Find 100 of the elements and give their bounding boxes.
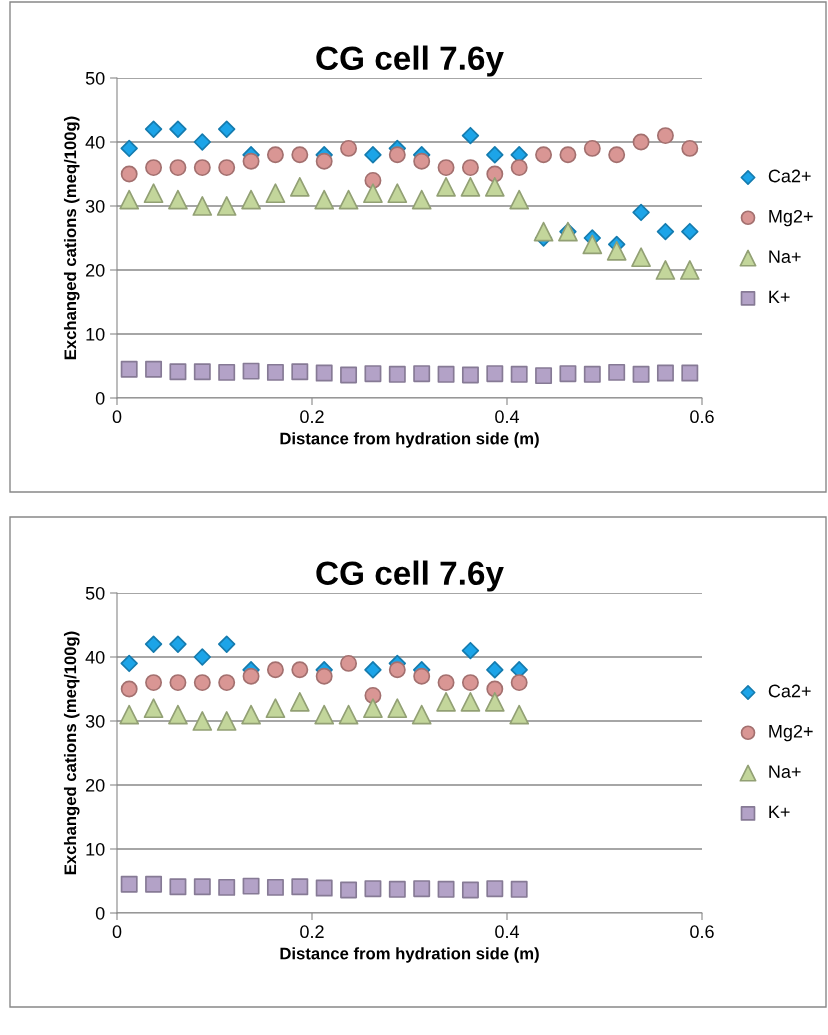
point [144,635,163,653]
point [169,363,187,381]
point [242,667,260,685]
point [681,222,699,241]
point [411,704,432,725]
point [484,691,505,712]
point [436,691,456,712]
y-axis-title: Exchanged cations (meq/100g) [63,631,80,875]
point [583,139,601,157]
point [436,176,456,197]
point [218,878,236,896]
point [145,674,163,692]
x-tick-label: 0 [112,925,122,939]
legend-label: Na+ [769,250,801,263]
point [289,176,310,197]
point [143,698,164,719]
point [632,203,650,222]
point [315,152,333,170]
legend-label: Mg2+ [769,209,813,227]
point [363,698,383,719]
point [437,365,455,383]
point [655,260,676,280]
point [120,165,138,183]
point [193,363,211,381]
point [486,365,504,383]
point [656,222,675,241]
point [608,363,626,381]
point [533,221,554,242]
point [193,159,211,177]
y-tick-label: 0 [95,391,105,405]
point [461,674,479,692]
legend-label: K+ [769,290,790,304]
point [388,880,406,898]
point [120,875,138,893]
point [535,146,553,164]
point [364,171,382,189]
point [510,674,528,692]
point [216,711,237,731]
point [218,674,236,692]
point [486,680,504,698]
point [486,880,504,898]
point [364,686,382,704]
point [241,189,261,210]
point [169,878,187,896]
y-tick-label: 10 [86,842,105,856]
point [216,196,237,216]
x-tick-label: 0.6 [690,925,714,939]
point [583,365,601,383]
point [266,661,284,679]
point [411,189,432,210]
point [289,691,310,712]
point [340,654,358,672]
point [559,146,577,164]
point [364,146,382,164]
point [656,127,674,145]
point [510,365,528,383]
point [338,189,359,210]
point [437,880,455,898]
point [291,146,309,164]
point [218,159,236,177]
point [340,139,358,157]
y-tick-label: 50 [85,586,105,600]
y-tick-label: 20 [86,778,105,792]
point [387,698,408,719]
point [606,240,627,261]
point [679,260,700,280]
point [388,146,406,164]
point [363,183,383,204]
point [413,365,431,383]
point [144,120,163,138]
point [265,698,286,719]
point [582,234,603,255]
point [169,635,187,653]
point [364,365,382,383]
y-tick-label: 30 [85,714,105,728]
point [461,881,479,899]
point [484,176,505,197]
point [193,133,212,151]
point [461,366,479,384]
point [461,159,479,177]
y-tick-label: 40 [85,135,105,149]
y-tick-label: 10 [86,327,105,341]
point [193,648,212,666]
x-tick-label: 0.4 [495,410,520,424]
point [437,159,455,177]
point [559,365,577,383]
y-tick-label: 30 [85,199,105,213]
point [486,146,504,164]
point [266,363,284,381]
point [119,704,140,725]
point [169,120,187,138]
point [168,704,188,725]
x-tick-label: 0.4 [495,925,520,939]
x-axis-title: Distance from hydration side (m) [280,947,539,963]
point [314,704,335,725]
y-tick-label: 0 [95,906,105,920]
point [242,877,260,895]
point [217,635,236,653]
point [364,661,382,679]
point [388,365,406,383]
